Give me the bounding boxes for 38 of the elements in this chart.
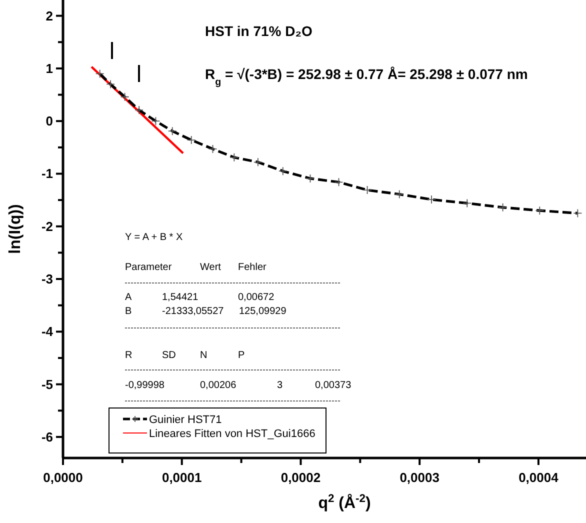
annotation: 3 (277, 380, 283, 391)
annotation: Fehler (238, 262, 268, 273)
legend-label: Lineares Fitten von HST_Gui1666 (149, 428, 316, 440)
annotation: R$_{g}$ = √(-3*B) = 252.98 ± 0.77 Å= 25.298 ± 0.077 nm (205, 66, 528, 88)
y-tick-label: -4 (41, 324, 54, 340)
x-axis-title: q$^{2}$ (Å$^{-2}$) (318, 493, 371, 512)
annotation: 1,54421 (162, 292, 199, 303)
y-tick-label: 0 (46, 114, 53, 129)
y-tick-label: 2 (46, 8, 53, 24)
annotation: SD (162, 350, 176, 361)
annotation: -0,99998 (125, 380, 165, 391)
annotation: B (125, 306, 132, 317)
annotation: P (238, 350, 245, 361)
x-tick-label: 0,0003 (400, 470, 440, 485)
annotation: 125,09929 (239, 306, 287, 317)
text: HST in 71% D₂O (205, 23, 312, 39)
y-tick-label: -5 (41, 376, 53, 392)
annotation: N (200, 350, 208, 361)
annotation: Wert (200, 262, 222, 273)
annotation: 0,00206 (200, 380, 237, 391)
annotation: Y = A + B * X (125, 232, 183, 243)
x-tick-label: 0,0002 (280, 470, 321, 485)
annotation: -21333,05527 (162, 306, 224, 317)
y-tick-label: -2 (41, 218, 53, 234)
y-axis-title: ln(I(q)) (7, 204, 24, 254)
x-tick-label: 0,0000 (43, 470, 83, 485)
x-tick-label: 0,0004 (518, 470, 560, 485)
legend-label: Guinier HST71 (149, 414, 222, 426)
annotation: 0,00672 (238, 292, 275, 303)
y-tick-label: -6 (41, 429, 53, 444)
annotation: Parameter (125, 262, 172, 273)
x-tick-label: 0,0001 (162, 470, 202, 485)
annotation: R (125, 350, 132, 361)
annotation: A (125, 292, 132, 303)
y-tick-label: 1 (46, 60, 53, 76)
y-tick-label: -1 (41, 166, 53, 182)
y-tick-label: -3 (41, 272, 53, 287)
annotation: 0,00373 (315, 380, 352, 391)
